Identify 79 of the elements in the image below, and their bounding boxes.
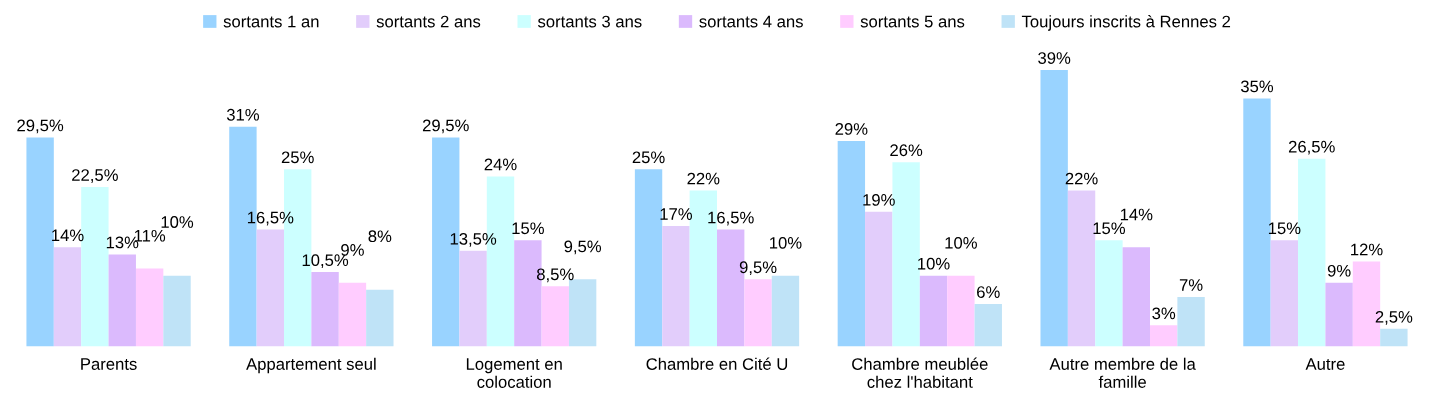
data-label: 3% xyxy=(1152,307,1176,320)
bar xyxy=(865,211,893,347)
data-label: 16,5% xyxy=(708,211,754,226)
data-label: 26,5% xyxy=(1288,140,1335,155)
data-label: 14% xyxy=(1120,208,1153,221)
bar xyxy=(1270,240,1299,347)
data-label: 12% xyxy=(1351,243,1383,256)
bar xyxy=(338,282,367,347)
x-tick-label: Parents xyxy=(81,358,137,370)
bar xyxy=(1380,328,1408,347)
bar xyxy=(919,275,948,347)
bar xyxy=(1325,282,1353,347)
bar xyxy=(1177,296,1205,347)
data-label: 10% xyxy=(945,236,977,249)
legend-label: sortants 4 ans xyxy=(699,15,803,28)
data-label: 6% xyxy=(977,286,1000,298)
data-label: 25% xyxy=(281,151,314,164)
bar xyxy=(744,279,772,347)
data-label: 25% xyxy=(632,151,665,164)
data-label: 10,5% xyxy=(302,254,349,269)
data-label: 29,5% xyxy=(422,119,469,134)
legend-label: sortants 2 ans xyxy=(376,15,481,28)
legend-label: Toujours inscrits à Rennes 2 xyxy=(1021,15,1231,31)
data-label: 35% xyxy=(1240,80,1274,93)
data-label: 9,5% xyxy=(739,261,777,276)
data-label: 15% xyxy=(1268,222,1301,235)
data-label: 13,5% xyxy=(450,232,497,247)
data-label: 22,5% xyxy=(72,169,118,183)
data-label: 29,5% xyxy=(17,119,64,134)
bar xyxy=(53,247,82,347)
data-label: 2,5% xyxy=(1375,310,1413,325)
data-label: 7% xyxy=(1179,279,1203,291)
bar xyxy=(256,229,284,347)
x-tick-label: Appartement seul xyxy=(246,357,376,374)
bar xyxy=(662,226,690,347)
bar xyxy=(974,304,1002,347)
data-label: 8% xyxy=(368,230,392,243)
x-tick-label: Autre xyxy=(1305,358,1345,370)
bar xyxy=(163,275,191,347)
data-label: 22% xyxy=(687,172,720,185)
legend-label: sortants 5 ans xyxy=(860,15,965,28)
bar xyxy=(311,272,339,347)
data-label: 9% xyxy=(1327,264,1351,277)
bar xyxy=(1243,98,1271,347)
bar xyxy=(1122,247,1150,347)
x-tick-label: Autre membre de la famille xyxy=(1049,357,1196,388)
data-label: 10% xyxy=(770,236,802,249)
bar xyxy=(1150,325,1178,347)
data-label: 9% xyxy=(341,244,364,256)
x-tick-label: Logement en colocation xyxy=(466,358,562,388)
bar xyxy=(366,289,394,347)
data-label: 22% xyxy=(1065,172,1098,185)
bar xyxy=(26,137,54,347)
data-label: 8,5% xyxy=(536,268,574,283)
bar xyxy=(135,268,164,347)
data-label: 9,5% xyxy=(564,240,602,255)
data-label: 10% xyxy=(918,257,950,270)
data-label: 26% xyxy=(890,144,923,157)
data-label: 16,5% xyxy=(247,211,294,226)
legend-label: sortants 3 ans xyxy=(537,15,642,28)
data-label: 31% xyxy=(226,108,260,121)
x-tick-label: Chambre meublée chez l'habitant xyxy=(852,357,988,388)
bar xyxy=(771,275,800,347)
bar xyxy=(459,250,487,347)
data-label: 14% xyxy=(52,229,84,242)
bar xyxy=(541,286,569,347)
bar xyxy=(1095,240,1123,347)
bar xyxy=(108,254,136,347)
data-label: 17% xyxy=(660,208,693,220)
data-label: 15% xyxy=(512,222,544,235)
x-tick-label: Chambre en Cité U xyxy=(646,357,788,370)
legend-label: sortants 1 an xyxy=(223,15,319,28)
data-label: 19% xyxy=(863,193,895,206)
data-label: 29% xyxy=(835,123,868,135)
data-label: 39% xyxy=(1038,52,1071,64)
data-label: 24% xyxy=(484,158,517,171)
bar xyxy=(947,275,975,347)
data-label: 15% xyxy=(1093,222,1126,235)
data-label: 10% xyxy=(161,216,194,228)
